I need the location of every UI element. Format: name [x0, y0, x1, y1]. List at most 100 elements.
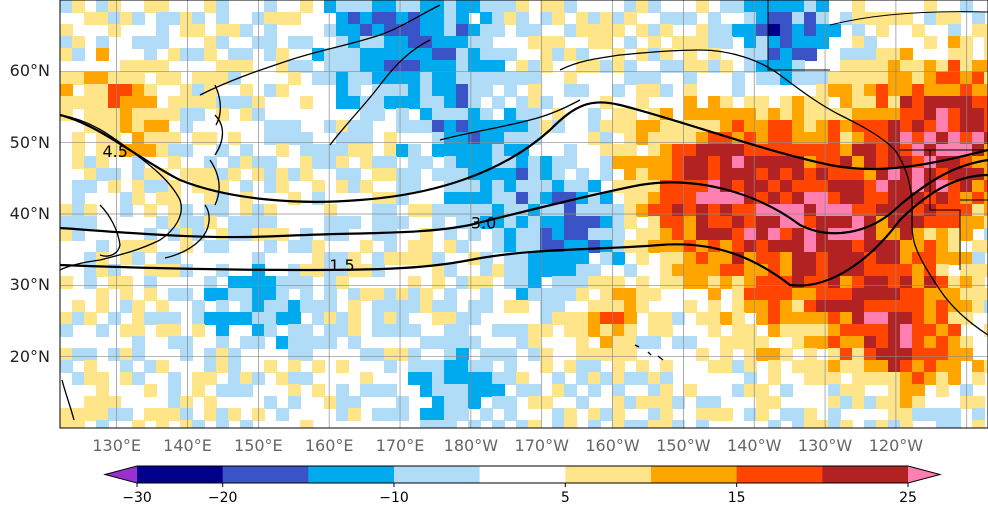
- anomaly-cell: [792, 48, 805, 61]
- anomaly-cell: [816, 216, 829, 229]
- anomaly-cell: [948, 228, 961, 241]
- anomaly-cell: [420, 24, 433, 37]
- anomaly-cell: [348, 60, 361, 73]
- anomaly-cell: [912, 264, 925, 277]
- anomaly-cell: [840, 192, 853, 205]
- anomaly-cell: [648, 420, 661, 428]
- anomaly-cell: [216, 348, 229, 361]
- anomaly-cell: [612, 360, 625, 373]
- anomaly-cell: [876, 420, 889, 428]
- colorbar-segment: [137, 466, 224, 483]
- anomaly-cell: [852, 144, 865, 157]
- anomaly-cell: [108, 408, 121, 421]
- anomaly-cell: [612, 276, 625, 289]
- anomaly-cell: [180, 84, 193, 97]
- anomaly-cell: [576, 396, 589, 409]
- anomaly-cell: [444, 348, 457, 361]
- anomaly-cell: [480, 252, 493, 265]
- anomaly-cell: [192, 108, 205, 121]
- anomaly-cell: [552, 300, 565, 313]
- anomaly-cell: [972, 372, 985, 385]
- anomaly-cell: [696, 228, 709, 241]
- anomaly-cell: [552, 204, 565, 217]
- anomaly-cell: [204, 312, 217, 325]
- anomaly-cell: [384, 132, 397, 145]
- anomaly-cell: [420, 72, 433, 85]
- anomaly-cell: [96, 72, 109, 85]
- anomaly-cell: [444, 384, 457, 397]
- anomaly-cell: [468, 396, 481, 409]
- anomaly-cell: [204, 72, 217, 85]
- anomaly-cell: [552, 216, 565, 229]
- anomaly-cell: [348, 48, 361, 61]
- latitude-label: 20°N: [9, 346, 50, 366]
- anomaly-cell: [888, 264, 901, 277]
- anomaly-cell: [660, 372, 673, 385]
- anomaly-cell: [768, 120, 781, 133]
- anomaly-cell: [672, 312, 685, 325]
- anomaly-cell: [408, 324, 421, 337]
- anomaly-cell: [336, 24, 349, 37]
- anomaly-cell: [576, 360, 589, 373]
- anomaly-cell: [288, 168, 301, 181]
- colorbar-segment: [479, 466, 566, 483]
- anomaly-cell: [696, 204, 709, 217]
- anomaly-cell: [540, 36, 553, 49]
- anomaly-cell: [312, 252, 325, 265]
- anomaly-cell: [360, 180, 373, 193]
- anomaly-cell: [408, 72, 421, 85]
- anomaly-cell: [912, 156, 925, 169]
- anomaly-cell: [624, 192, 637, 205]
- anomaly-cell: [612, 228, 625, 241]
- anomaly-cell: [360, 60, 373, 73]
- anomaly-cell: [456, 72, 469, 85]
- anomaly-cell: [840, 108, 853, 121]
- anomaly-cell: [588, 12, 601, 25]
- anomaly-cell: [864, 372, 877, 385]
- anomaly-cell: [336, 408, 349, 421]
- anomaly-cell: [84, 108, 97, 121]
- anomaly-cell: [588, 36, 601, 49]
- anomaly-cell: [264, 132, 277, 145]
- anomaly-cell: [408, 252, 421, 265]
- anomaly-cell: [408, 168, 421, 181]
- anomaly-cell: [300, 168, 313, 181]
- anomaly-cell: [948, 252, 961, 265]
- anomaly-cell: [756, 288, 769, 301]
- anomaly-cell: [516, 132, 529, 145]
- anomaly-cell: [852, 192, 865, 205]
- anomaly-cell: [60, 312, 73, 325]
- anomaly-cell: [384, 204, 397, 217]
- anomaly-cell: [108, 348, 121, 361]
- anomaly-cell: [108, 84, 121, 97]
- anomaly-cell: [372, 12, 385, 25]
- anomaly-cell: [648, 0, 661, 13]
- anomaly-cell: [396, 408, 409, 421]
- anomaly-cell: [324, 276, 337, 289]
- anomaly-cell: [444, 144, 457, 157]
- anomaly-cell: [768, 240, 781, 253]
- anomaly-cell: [84, 372, 97, 385]
- anomaly-cell: [60, 276, 73, 289]
- anomaly-cell: [708, 168, 721, 181]
- anomaly-cell: [336, 120, 349, 133]
- anomaly-cell: [540, 0, 553, 13]
- anomaly-cell: [204, 48, 217, 61]
- anomaly-cell: [204, 168, 217, 181]
- anomaly-cell: [864, 72, 877, 85]
- anomaly-cell: [648, 216, 661, 229]
- anomaly-cell: [216, 300, 229, 313]
- anomaly-cell: [228, 216, 241, 229]
- anomaly-cell: [768, 132, 781, 145]
- anomaly-cell: [420, 0, 433, 13]
- anomaly-cell: [264, 240, 277, 253]
- anomaly-cell: [756, 180, 769, 193]
- anomaly-cell: [768, 180, 781, 193]
- anomaly-cell: [276, 336, 289, 349]
- anomaly-cell: [888, 60, 901, 73]
- anomaly-cell: [168, 408, 181, 421]
- anomaly-cell: [756, 24, 769, 37]
- anomaly-cell: [480, 72, 493, 85]
- anomaly-cell: [300, 336, 313, 349]
- anomaly-cell: [936, 72, 949, 85]
